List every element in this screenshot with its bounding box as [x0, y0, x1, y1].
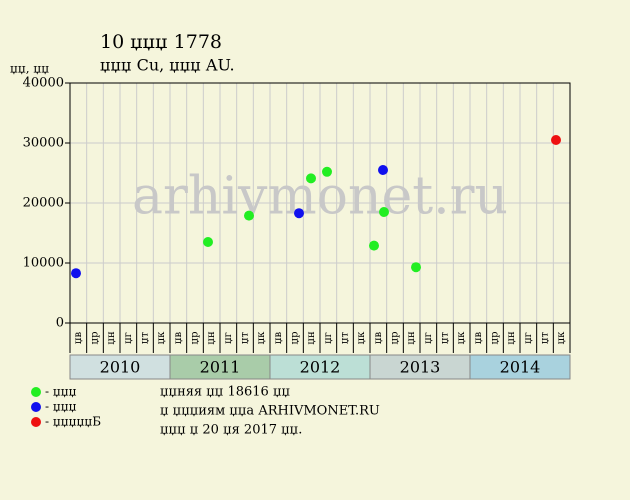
data-point: [322, 166, 332, 177]
year-label: 2010: [100, 358, 141, 377]
period-label: џг: [123, 332, 134, 344]
chart-title: 10 џџџ 1778: [100, 31, 222, 53]
period-label: џт: [140, 331, 151, 344]
period-label: џр: [290, 332, 301, 345]
period-label: џв: [373, 332, 384, 345]
period-label: џв: [273, 332, 284, 345]
data-point: [244, 210, 254, 221]
legend-label: - џџџџџБ: [45, 415, 101, 429]
year-band: [269, 354, 371, 380]
period-label: џг: [223, 332, 234, 344]
y-tick-label: 10000: [23, 256, 64, 271]
y-tick-label: 30000: [23, 136, 64, 151]
period-label: џк: [256, 331, 267, 345]
data-point: [203, 237, 213, 247]
year-label: 2014: [500, 358, 541, 377]
period-label: џр: [390, 332, 401, 345]
legend-marker: [31, 402, 41, 412]
y-axis-label: џџ, џџ: [10, 62, 49, 76]
period-label: џк: [156, 331, 167, 345]
period-label: џн: [506, 331, 517, 345]
data-point: [379, 207, 389, 217]
period-label: џт: [340, 331, 351, 344]
data-point: [411, 262, 421, 273]
legend-label: - џџџ: [45, 385, 77, 399]
data-point: [551, 135, 561, 145]
period-label: џв: [73, 332, 84, 345]
year-band: [69, 354, 171, 380]
period-label: џр: [490, 332, 501, 345]
legend-marker: [31, 387, 41, 397]
y-tick-label: 20000: [23, 196, 64, 211]
note: џџџ џ 20 џя 2017 џџ.: [160, 423, 302, 438]
period-label: џн: [206, 331, 217, 345]
period-label: џт: [540, 331, 551, 344]
y-tick-label: 0: [56, 316, 64, 331]
period-label: џн: [106, 331, 117, 345]
period-label: џт: [440, 331, 451, 344]
period-label: џк: [456, 331, 467, 345]
data-point: [71, 268, 81, 279]
period-label: џр: [190, 332, 201, 345]
data-point: [378, 165, 388, 175]
note: џ џџџиям џџа ARHIVMONET.RU: [160, 404, 380, 419]
year-label: 2011: [200, 358, 241, 377]
period-label: џн: [406, 331, 417, 345]
data-point: [306, 173, 316, 184]
data-point: [294, 208, 304, 219]
note: џџняя џџ 18616 џџ: [160, 385, 290, 400]
y-tick-label: 40000: [23, 76, 64, 91]
year-band: [469, 354, 571, 380]
chart-subtitle: џџџ Cu, џџџ AU.: [100, 56, 235, 75]
year-band: [169, 354, 271, 380]
period-label: џт: [240, 331, 251, 344]
period-label: џк: [556, 331, 567, 345]
period-label: џг: [423, 332, 434, 344]
period-label: џг: [323, 332, 334, 344]
legend-marker: [31, 417, 41, 427]
period-label: џв: [473, 332, 484, 345]
year-label: 2012: [300, 358, 341, 377]
period-label: џр: [90, 332, 101, 345]
watermark: arhivmonet.ru: [132, 167, 508, 227]
year-label: 2013: [400, 358, 441, 377]
period-label: џв: [173, 332, 184, 345]
data-point: [369, 240, 379, 251]
period-label: џн: [306, 331, 317, 345]
period-label: џг: [523, 332, 534, 344]
legend-label: - џџџ: [45, 400, 77, 414]
period-label: џк: [356, 331, 367, 345]
